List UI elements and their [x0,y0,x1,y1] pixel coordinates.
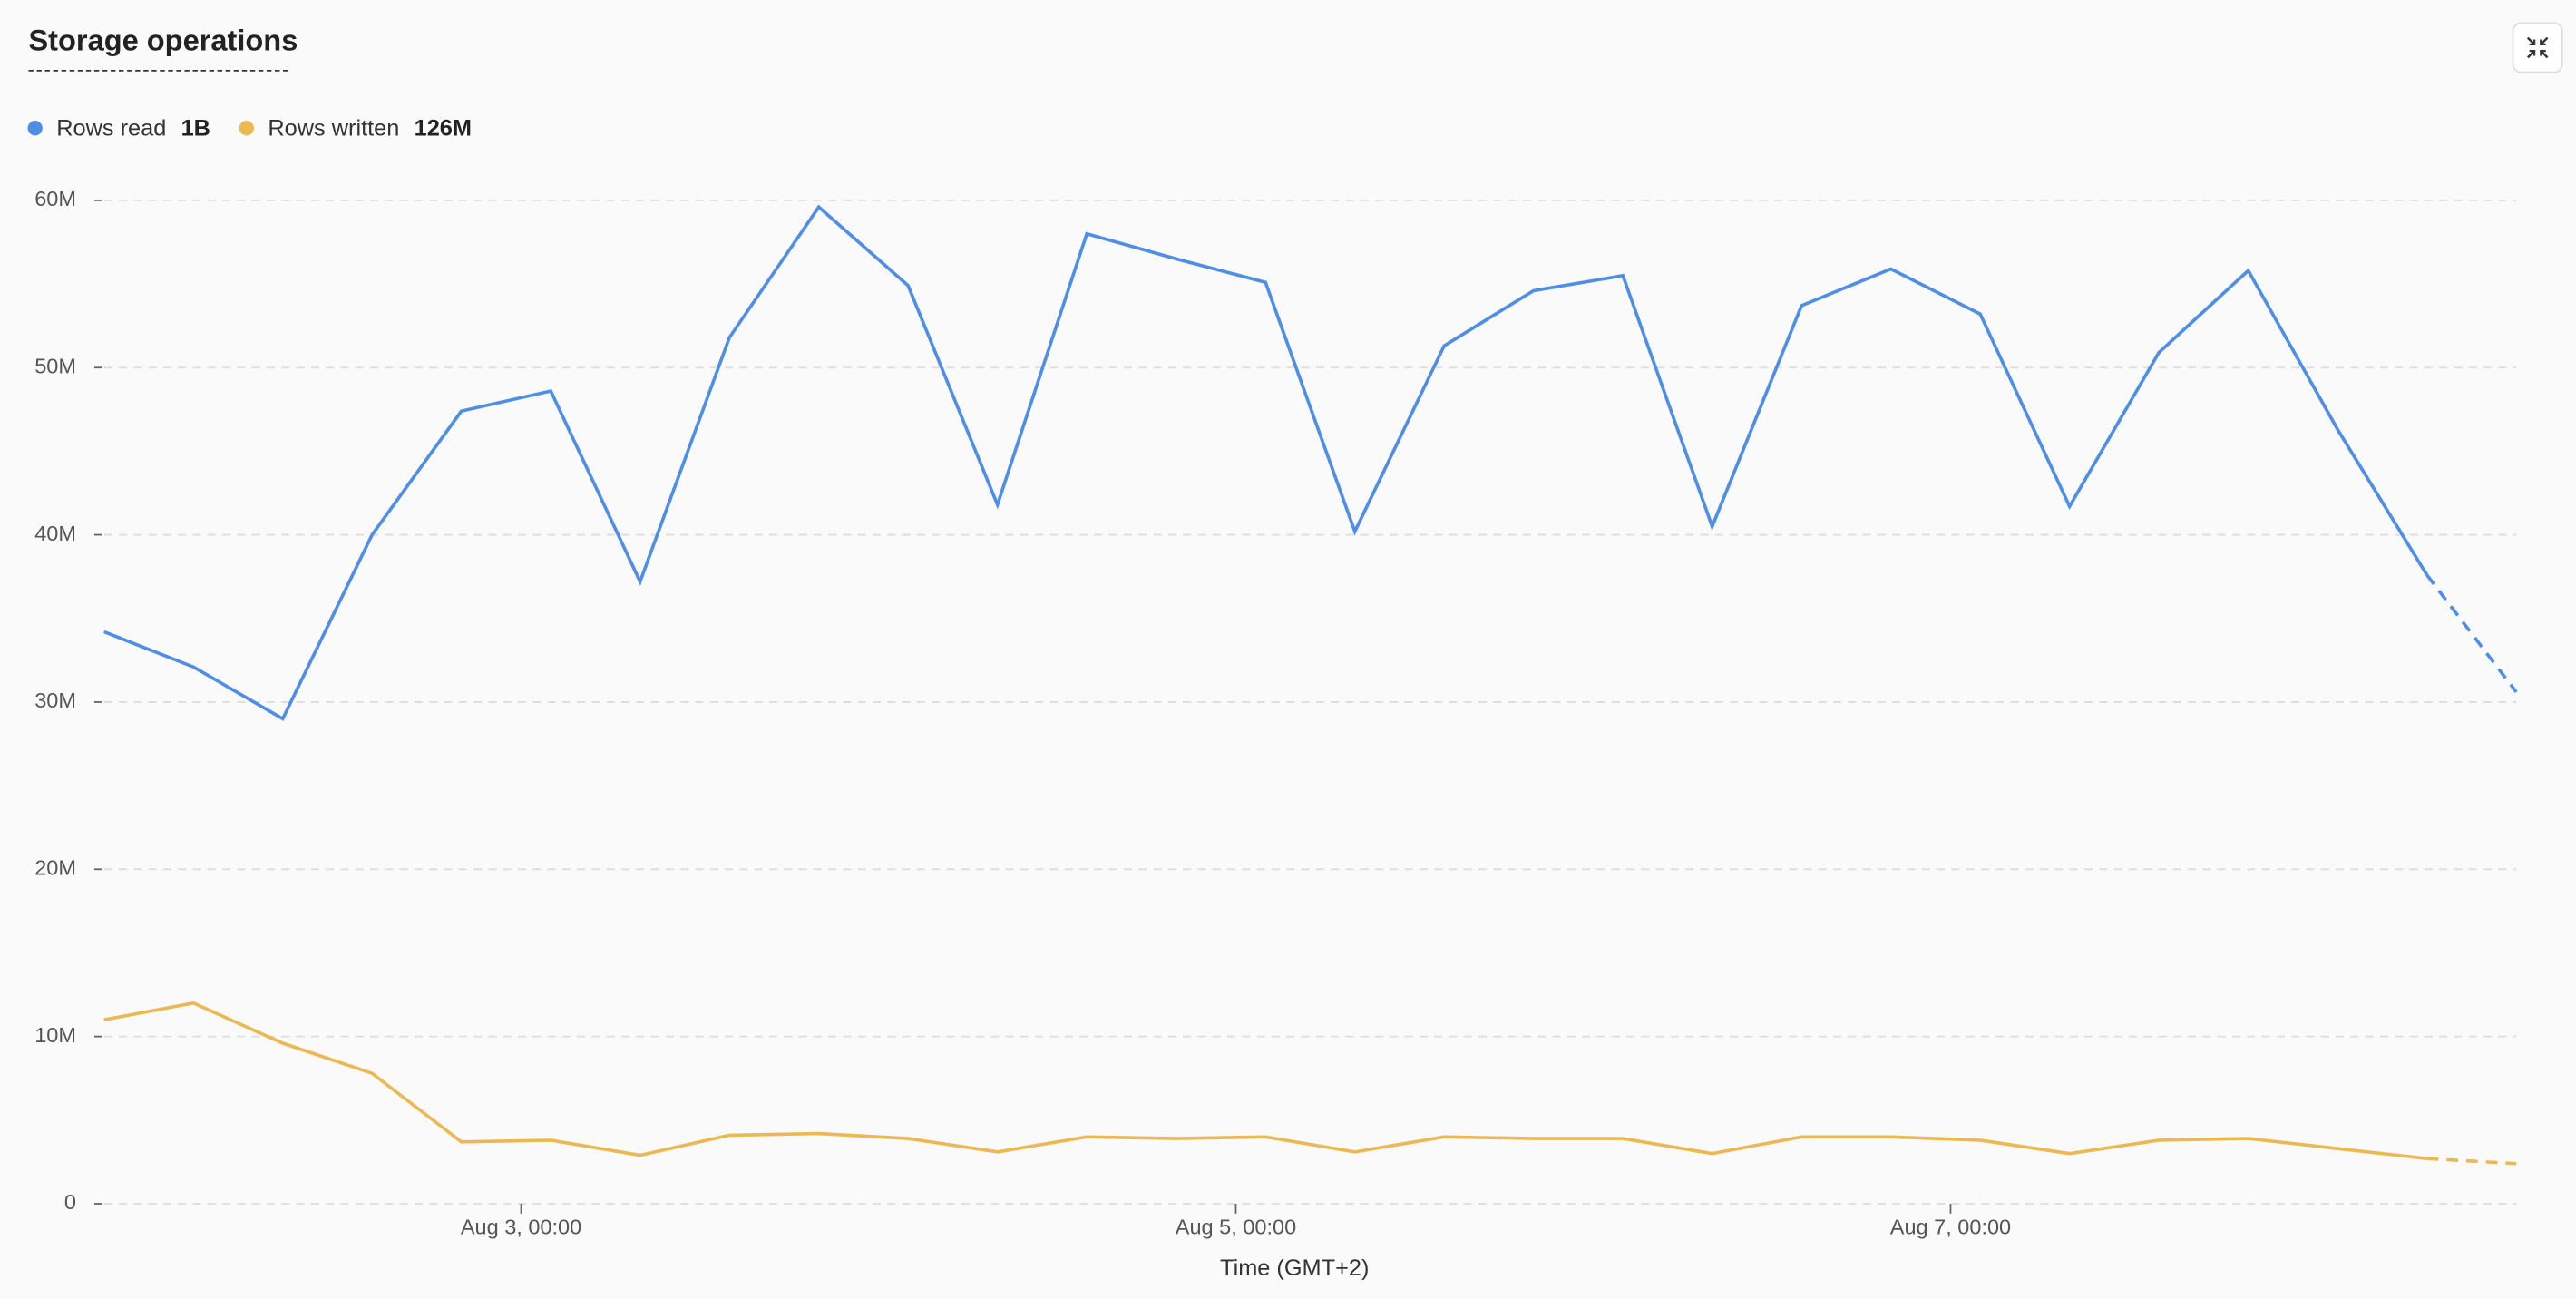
legend-marker [239,121,254,136]
series-line-projected [2425,573,2518,693]
series-line [103,1001,2427,1161]
y-tick-label: 0 [64,1190,76,1214]
series-line-projected [2426,1157,2517,1166]
y-tick-label: 60M [34,187,76,210]
x-tick-label: Aug 7, 00:00 [1890,1215,2011,1238]
legend-marker [27,121,43,136]
y-tick-label: 20M [34,856,76,880]
y-tick-label: 40M [34,522,76,545]
y-tick-label: 10M [34,1023,76,1047]
legend-label: Rows read [56,116,166,142]
y-tick-label: 30M [34,689,76,712]
series-line [103,204,2429,721]
x-tick-label: Aug 5, 00:00 [1176,1215,1296,1238]
legend-total: 126M [415,116,472,142]
collapse-button[interactable] [2512,22,2563,73]
x-axis-label: Time (GMT+2) [1220,1255,1369,1281]
legend-label: Rows written [268,116,399,142]
x-tick-label: Aug 3, 00:00 [461,1215,581,1238]
chart-title: Storage operations [28,24,298,57]
y-tick-label: 50M [34,354,76,377]
legend-total: 1B [181,116,210,142]
